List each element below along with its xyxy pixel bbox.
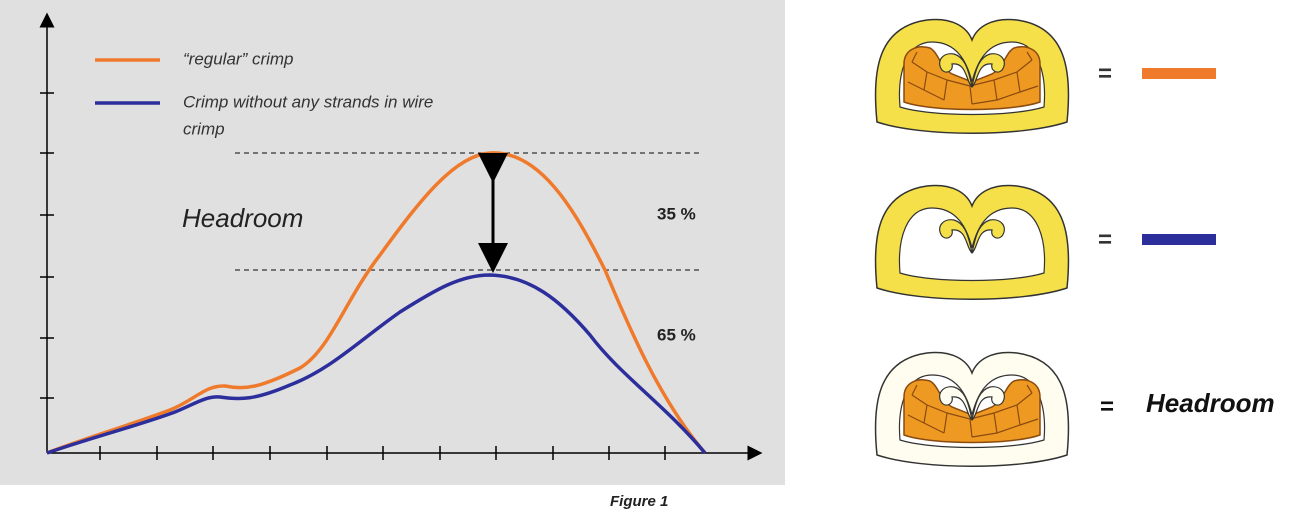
axes <box>39 12 763 461</box>
no-strands-curve <box>46 273 707 455</box>
key-label: Headroom <box>1146 388 1275 418</box>
caption: Figure 1 <box>610 493 668 510</box>
legend-label: “regular” crimp <box>183 49 294 68</box>
chart-panel <box>0 0 785 485</box>
headroom-label: Headroom <box>182 203 303 233</box>
crimp-headroom <box>874 351 1070 467</box>
key-swatch <box>1142 234 1216 245</box>
dashed-guides <box>235 152 700 271</box>
regular-crimp-curve <box>46 151 707 455</box>
legend-label: Crimp without any strands in wire <box>183 92 433 111</box>
key-swatch <box>1142 68 1216 79</box>
percent-label: 35 % <box>657 204 696 223</box>
crimp-empty <box>874 184 1070 300</box>
equals: = <box>1098 226 1112 253</box>
percent-label: 65 % <box>657 325 696 344</box>
equals: = <box>1098 60 1112 87</box>
legend-label: crimp <box>183 119 225 138</box>
crimp-regular <box>874 18 1070 134</box>
equals: = <box>1100 393 1114 420</box>
